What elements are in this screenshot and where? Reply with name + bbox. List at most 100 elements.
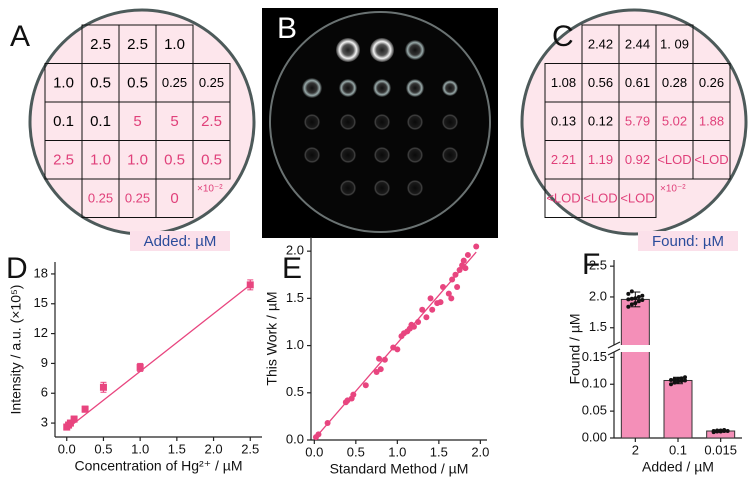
data-point xyxy=(81,405,89,413)
data-point xyxy=(711,429,716,434)
panel-letter: B xyxy=(277,12,297,45)
well xyxy=(340,114,356,130)
caption: Added: µM xyxy=(144,233,217,250)
cell-value: 1.08 xyxy=(551,75,576,90)
x-tick-label: 0.0 xyxy=(305,444,323,459)
cell-value: 0.1 xyxy=(90,113,111,130)
x-axis-label: Added / µM xyxy=(642,459,714,475)
cell-value: 0.25 xyxy=(88,191,113,206)
x-tick-label: 1.0 xyxy=(131,441,149,456)
y-tick-label: 6 xyxy=(41,385,48,400)
grid-cell xyxy=(155,178,194,218)
data-point xyxy=(136,363,144,371)
data-point xyxy=(315,431,322,438)
well xyxy=(374,180,390,196)
data-point xyxy=(722,427,727,432)
cell-value: <LOD xyxy=(583,191,617,206)
data-point xyxy=(672,377,677,382)
grid-cell xyxy=(618,178,657,218)
well xyxy=(407,147,423,163)
cell-value: 0.5 xyxy=(201,152,222,169)
x-tick-label: 0.015 xyxy=(704,442,737,457)
data-point xyxy=(640,293,645,298)
cell-value: 0.61 xyxy=(625,75,650,90)
data-point xyxy=(381,356,388,363)
data-point xyxy=(629,296,634,301)
cell-value: 0.25 xyxy=(125,191,150,206)
data-point xyxy=(362,382,369,389)
well xyxy=(374,147,390,163)
cell-value: 5 xyxy=(133,113,141,130)
unit-note: ×10⁻² xyxy=(660,184,686,195)
data-point xyxy=(377,366,384,373)
data-point xyxy=(460,257,467,264)
panel-letter: A xyxy=(10,20,30,53)
well xyxy=(406,79,424,97)
data-point xyxy=(676,376,680,381)
data-point xyxy=(246,281,254,289)
caption: Found: µM xyxy=(652,233,724,250)
data-point xyxy=(464,251,471,258)
cell-value: 1.0 xyxy=(90,152,111,169)
data-point xyxy=(462,265,469,272)
cell-value: 0.92 xyxy=(625,152,650,167)
cell-value: <LOD xyxy=(694,152,728,167)
x-tick-label: 1.5 xyxy=(430,444,448,459)
data-point xyxy=(725,429,730,434)
data-point xyxy=(456,267,463,274)
y-tick-label: 0.00 xyxy=(582,429,607,444)
data-point xyxy=(449,276,456,283)
x-tick-label: 0.0 xyxy=(58,441,76,456)
data-point xyxy=(70,415,78,423)
cell-value: 1.0 xyxy=(53,75,74,92)
data-point xyxy=(440,284,446,291)
data-point xyxy=(429,306,436,313)
well xyxy=(302,78,322,98)
y-tick-label: 0.0 xyxy=(286,431,304,446)
cell-value: 0.56 xyxy=(588,75,613,90)
data-point xyxy=(423,314,430,321)
data-point xyxy=(672,380,677,385)
x-tick-label: 0.5 xyxy=(347,444,365,459)
panel-letter: E xyxy=(282,252,302,285)
data-point xyxy=(636,299,641,304)
cell-value: 0.26 xyxy=(699,75,724,90)
x-tick-label: 1.5 xyxy=(168,441,186,456)
y-tick-label: 9 xyxy=(41,355,48,370)
cell-value: 5 xyxy=(170,113,178,130)
cell-value: 2.44 xyxy=(625,37,650,52)
cell-value: 1.19 xyxy=(588,152,613,167)
cell-value: 0.13 xyxy=(551,114,576,129)
well xyxy=(340,147,356,163)
well xyxy=(442,80,458,96)
y-tick-label: 1.5 xyxy=(589,319,607,334)
well xyxy=(407,114,423,130)
y-tick-label: 0.10 xyxy=(582,376,607,391)
cell-value: 0.28 xyxy=(662,75,687,90)
data-point xyxy=(454,284,461,291)
well xyxy=(442,114,458,130)
bar xyxy=(620,298,650,439)
photo: B xyxy=(262,8,498,238)
data-point xyxy=(437,299,444,306)
axis-break xyxy=(606,345,659,352)
data-point xyxy=(633,301,638,306)
y-tick-label: 1.5 xyxy=(286,290,304,305)
break-mark xyxy=(607,341,621,349)
data-point xyxy=(324,420,331,427)
cell-value: 2.5 xyxy=(127,36,148,53)
panel-letter: C xyxy=(552,20,574,53)
data-point xyxy=(445,290,452,297)
cell-value: <LOD xyxy=(546,191,580,206)
data-point xyxy=(640,298,645,303)
cell-value: 0.5 xyxy=(90,75,111,92)
well xyxy=(405,40,425,60)
well xyxy=(442,147,458,163)
unit-note: ×10⁻² xyxy=(197,184,223,195)
cell-value: 0.25 xyxy=(162,75,187,90)
data-point xyxy=(626,304,631,309)
panel-letter: F xyxy=(582,248,600,281)
data-point xyxy=(718,428,723,433)
x-tick-label: 2.5 xyxy=(241,441,259,456)
x-tick-label: 1.0 xyxy=(388,444,406,459)
